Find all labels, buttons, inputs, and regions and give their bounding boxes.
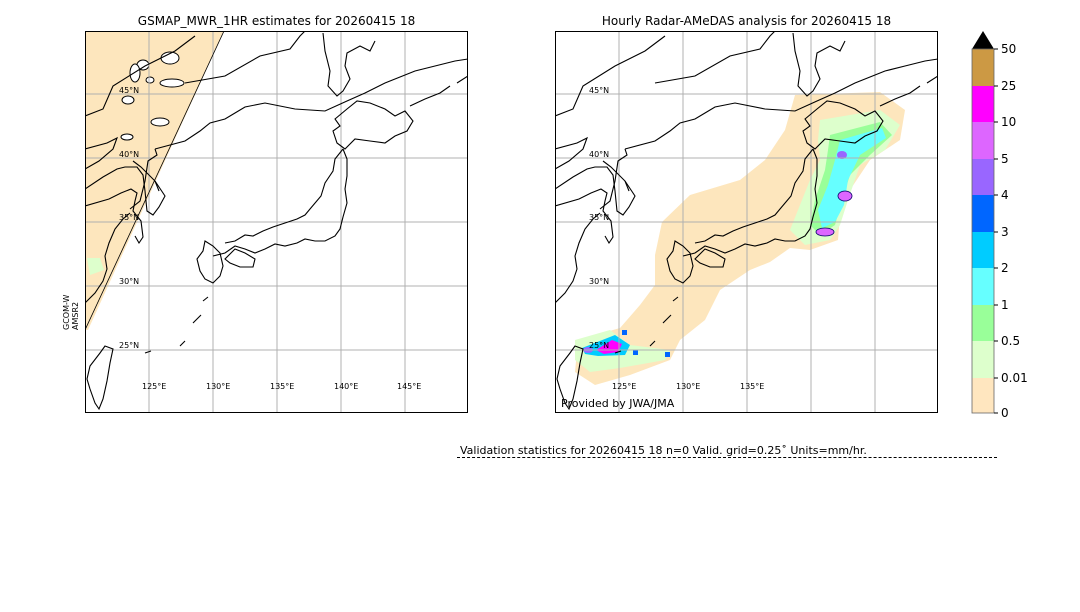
colorbar-tick: 0.5 bbox=[1001, 334, 1021, 348]
sensor-name: AMSR2 bbox=[71, 301, 80, 330]
left-lat-label: 35°N bbox=[119, 213, 140, 222]
right-lon-label: 135°E bbox=[740, 382, 765, 391]
colorbar bbox=[971, 31, 998, 414]
right-lat-label: 35°N bbox=[589, 213, 610, 222]
validation-divider bbox=[457, 457, 997, 458]
colorbar-tick: 10 bbox=[1001, 115, 1017, 129]
colorbar-tick: 2 bbox=[1001, 261, 1009, 275]
left-lon-label: 130°E bbox=[206, 382, 231, 391]
colorbar-tick: 25 bbox=[1001, 79, 1017, 93]
colorbar-tick: 0 bbox=[1001, 406, 1009, 420]
right-lat-label: 45°N bbox=[589, 86, 610, 95]
colorbar-tick: 5 bbox=[1001, 152, 1009, 166]
colorbar-tick: 0.01 bbox=[1001, 371, 1028, 385]
left-map-title: GSMAP_MWR_1HR estimates for 20260415 18 bbox=[137, 14, 416, 28]
right-lat-label: 40°N bbox=[589, 150, 610, 159]
satellite-name: GCOM-W bbox=[62, 294, 71, 330]
right-lat-label: 30°N bbox=[589, 277, 610, 286]
left-lat-label: 25°N bbox=[119, 341, 140, 350]
colorbar-tick: 1 bbox=[1001, 298, 1009, 312]
validation-statistics: Validation statistics for 20260415 18 n=… bbox=[460, 444, 867, 457]
left-lon-label: 140°E bbox=[334, 382, 359, 391]
colorbar-tick: 3 bbox=[1001, 225, 1009, 239]
left-lon-label: 135°E bbox=[270, 382, 295, 391]
credit-label: Provided by JWA/JMA bbox=[561, 397, 675, 410]
left-lon-label: 145°E bbox=[397, 382, 422, 391]
right-lon-label: 125°E bbox=[612, 382, 637, 391]
colorbar-tick: 50 bbox=[1001, 42, 1017, 56]
left-lon-label: 125°E bbox=[142, 382, 167, 391]
colorbar-tick: 4 bbox=[1001, 188, 1009, 202]
left-map bbox=[85, 31, 468, 413]
right-lon-label: 130°E bbox=[676, 382, 701, 391]
left-lat-label: 45°N bbox=[119, 86, 140, 95]
left-lat-label: 30°N bbox=[119, 277, 140, 286]
satellite-label: GCOM-W AMSR2 bbox=[62, 295, 80, 330]
right-map-title: Hourly Radar-AMeDAS analysis for 2026041… bbox=[601, 14, 892, 28]
right-lat-label: 25°N bbox=[589, 341, 610, 350]
left-lat-label: 40°N bbox=[119, 150, 140, 159]
right-map bbox=[555, 31, 938, 413]
